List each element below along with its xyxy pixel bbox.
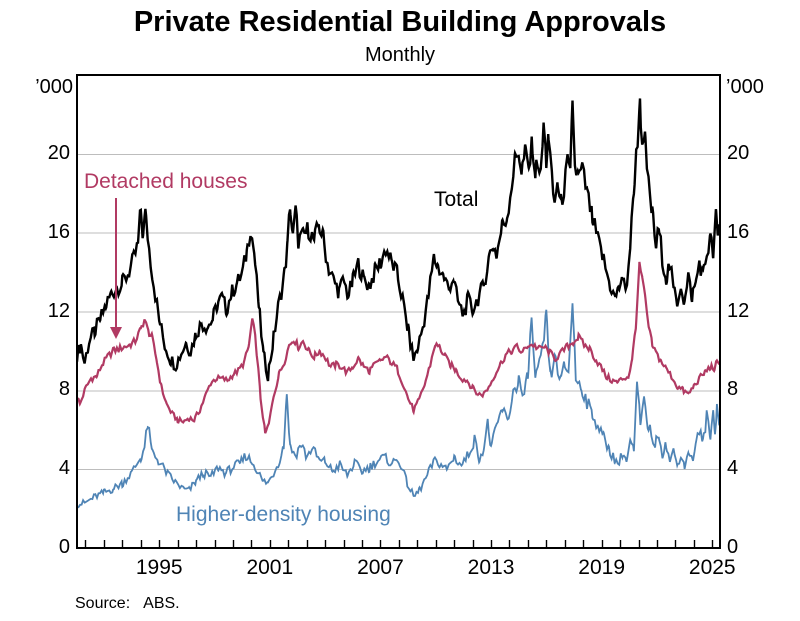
y-axis-tick-label-left: 0: [58, 536, 70, 558]
y-axis-tick-label-left: 8: [58, 378, 70, 401]
x-axis-tick-label: 1995: [135, 556, 183, 579]
x-axis-tick-label: 2007: [357, 556, 404, 579]
x-axis-tick-label: 2019: [578, 556, 625, 579]
y-axis-unit-left: ’000: [35, 76, 73, 98]
chart-subtitle: Monthly: [364, 44, 436, 66]
y-axis-tick-label-right: 8: [727, 378, 739, 401]
x-axis-tick-label: 2025: [688, 556, 736, 579]
series-label-detached-houses: Detached houses: [84, 170, 248, 193]
detached-arrow-head-icon: [110, 327, 122, 339]
x-axis-tick-label: 2001: [246, 556, 294, 579]
y-axis-tick-label-right: 16: [727, 220, 750, 243]
chart-title: Private Residential Building Approvals: [133, 6, 667, 38]
plot-frame: [76, 74, 721, 549]
source-label: Source:: [75, 595, 131, 612]
series-label-higher-density: Higher-density housing: [176, 503, 391, 526]
y-axis-unit-right: ’000: [726, 76, 764, 98]
detached-arrow-line: [115, 198, 117, 327]
y-axis-tick-label-right: 4: [727, 457, 739, 480]
series-line-higher-density-housing: [77, 303, 720, 509]
y-axis-tick-label-left: 4: [58, 457, 70, 480]
series-line-total: [77, 98, 720, 382]
series-line-detached-houses: [77, 261, 720, 434]
y-axis-tick-label-left: 20: [47, 141, 70, 164]
y-axis-tick-label-right: 12: [727, 299, 750, 322]
y-axis-tick-label-right: 0: [727, 536, 739, 558]
y-axis-tick-label-right: 20: [727, 141, 750, 164]
source-value: ABS.: [143, 595, 180, 612]
y-axis-tick-label-left: 12: [47, 299, 70, 322]
series-label-total: Total: [434, 188, 479, 211]
y-axis-tick-label-left: 16: [47, 220, 70, 243]
x-axis-tick-label: 2013: [467, 556, 515, 579]
source-note: Source: ABS.: [75, 595, 180, 613]
